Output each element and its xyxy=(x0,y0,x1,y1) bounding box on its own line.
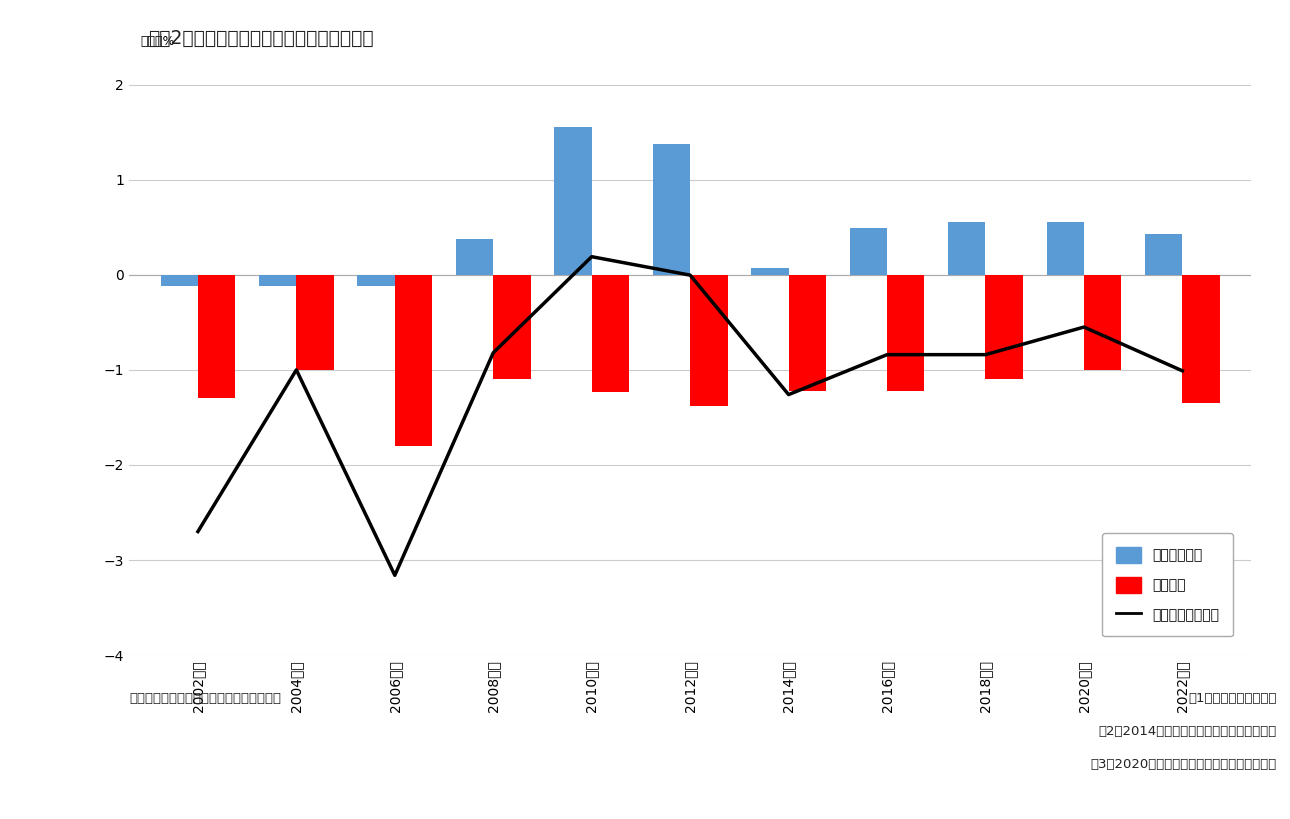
薬価を含めた全体 xyxy=(682,270,698,280)
薬価を含めた全体 xyxy=(584,251,600,261)
Bar xyxy=(160,274,197,286)
Bar xyxy=(788,274,826,391)
薬価を含めた全体 xyxy=(780,390,796,400)
Text: 注3：2020年度は働き方改革特例を含む数字。: 注3：2020年度は働き方改革特例を含む数字。 xyxy=(1091,758,1277,771)
Bar xyxy=(751,268,788,274)
Bar xyxy=(1146,234,1183,274)
Text: 単位：%: 単位：% xyxy=(141,35,174,48)
Bar xyxy=(493,274,530,379)
Text: 図表2：近年の診療報酬・薬価改定率の推移: 図表2：近年の診療報酬・薬価改定率の推移 xyxy=(148,29,374,48)
Bar xyxy=(395,274,432,446)
Bar xyxy=(986,274,1023,379)
薬価を含めた全体 xyxy=(1076,322,1091,332)
Bar xyxy=(555,127,592,274)
Bar xyxy=(1046,223,1084,274)
Bar xyxy=(948,223,986,274)
Text: 出典：厚生労働省、財務省資料を基に作成: 出典：厚生労働省、財務省資料を基に作成 xyxy=(129,692,281,705)
Bar xyxy=(259,274,297,286)
Bar xyxy=(455,238,493,274)
Bar xyxy=(592,274,630,391)
薬価を含めた全体 xyxy=(880,350,895,360)
Text: 注2：2014年度は消費増税対応を除く数字。: 注2：2014年度は消費増税対応を除く数字。 xyxy=(1099,725,1277,738)
Bar xyxy=(1183,274,1220,403)
薬価を含めた全体 xyxy=(387,570,402,580)
Bar xyxy=(197,274,235,398)
Bar xyxy=(850,229,888,274)
薬価を含めた全体 xyxy=(978,350,993,360)
Line: 薬価を含めた全体: 薬価を含めた全体 xyxy=(197,256,1183,575)
Bar xyxy=(690,274,728,406)
薬価を含めた全体 xyxy=(190,527,205,536)
Bar xyxy=(297,274,334,370)
Legend: 診療報酬本体, 薬価など, 薬価を含めた全体: 診療報酬本体, 薬価など, 薬価を含めた全体 xyxy=(1102,533,1233,636)
Bar xyxy=(653,143,690,274)
Text: 注1：中間改定は除く。: 注1：中間改定は除く。 xyxy=(1188,692,1277,705)
Bar xyxy=(1084,274,1121,370)
Bar xyxy=(357,274,395,286)
薬価を含めた全体 xyxy=(1175,366,1191,376)
薬価を含めた全体 xyxy=(289,365,304,375)
薬価を含めた全体 xyxy=(485,348,501,358)
Bar xyxy=(888,274,925,391)
